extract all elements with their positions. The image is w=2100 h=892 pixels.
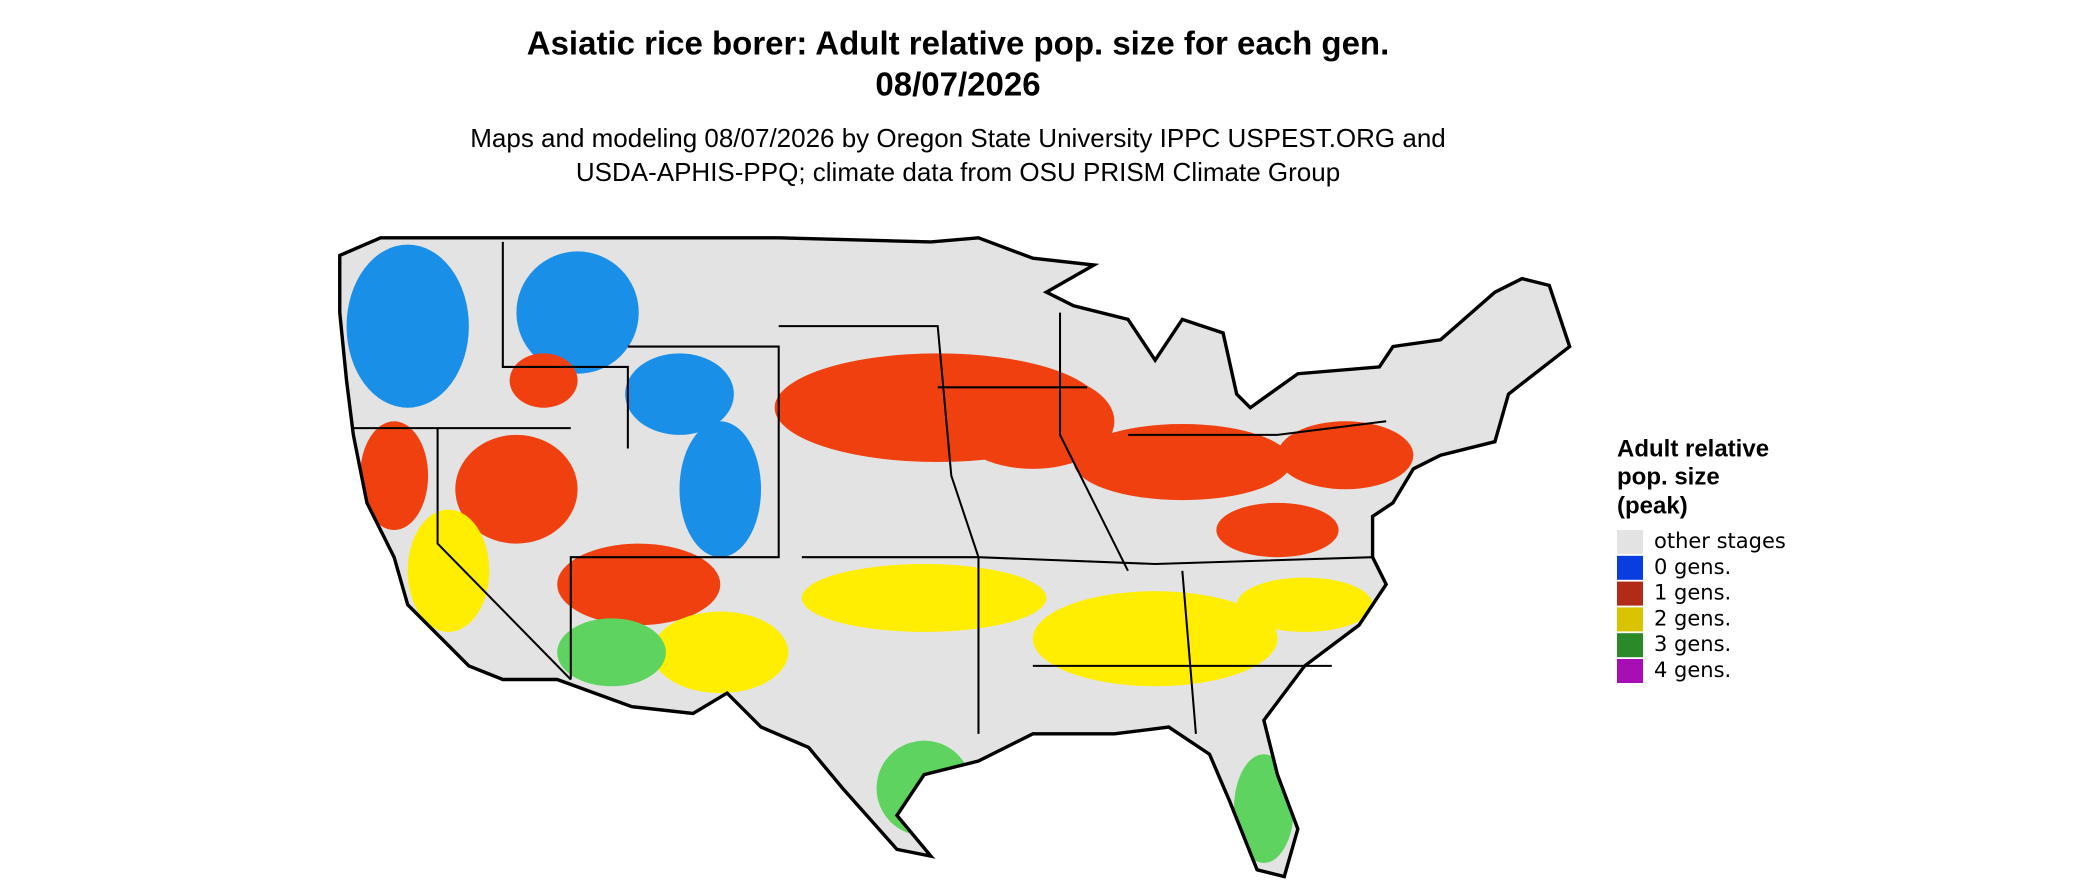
legend-swatch bbox=[1617, 530, 1643, 554]
legend-swatch bbox=[1617, 607, 1643, 632]
legend-swatch bbox=[1617, 555, 1643, 580]
legend-label: other stages bbox=[1654, 529, 1786, 553]
legend-label: 2 gens. bbox=[1654, 606, 1731, 630]
model-regions bbox=[346, 244, 1414, 863]
subtitle: USDA-APHIS-PPQ; climate data from OSU PR… bbox=[576, 157, 1340, 187]
legend-label: 4 gens. bbox=[1654, 658, 1731, 682]
title: Asiatic rice borer: Adult relative pop. … bbox=[527, 25, 1390, 62]
subtitle: Maps and modeling 08/07/2026 by Oregon S… bbox=[470, 123, 1446, 153]
legend-title: Adult relative bbox=[1617, 435, 1769, 462]
legend-label: 0 gens. bbox=[1654, 555, 1731, 579]
us-map bbox=[338, 236, 1572, 879]
legend-label: 1 gens. bbox=[1654, 581, 1731, 605]
legend-swatch bbox=[1617, 633, 1643, 658]
legend-swatch bbox=[1617, 659, 1643, 683]
legend-label: 3 gens. bbox=[1654, 632, 1731, 656]
title: 08/07/2026 bbox=[875, 66, 1040, 103]
legend-title: pop. size bbox=[1617, 463, 1720, 490]
legend-swatch bbox=[1617, 581, 1643, 606]
legend-title: (peak) bbox=[1617, 492, 1688, 519]
